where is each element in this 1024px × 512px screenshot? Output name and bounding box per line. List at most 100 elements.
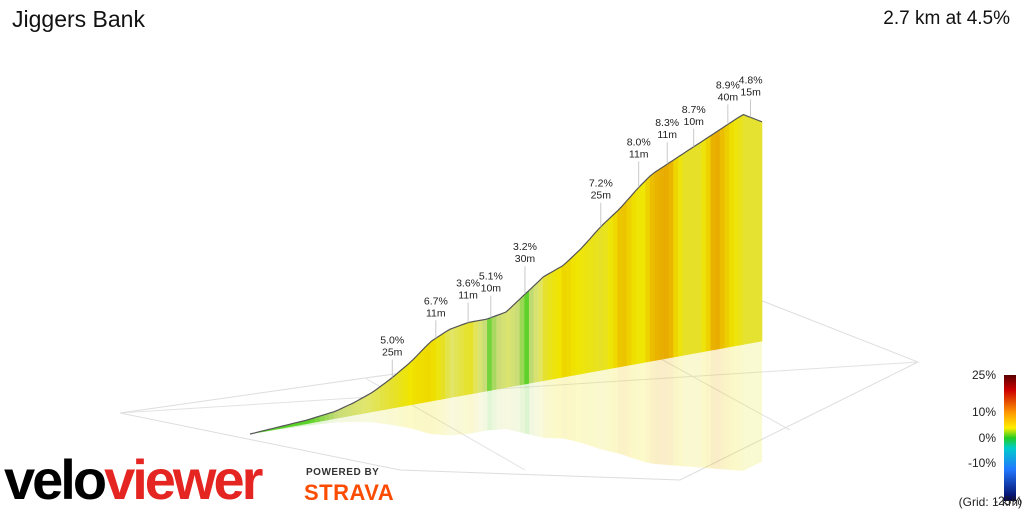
reflection-slice	[748, 342, 753, 469]
reflection-slice	[380, 409, 385, 425]
reflection-slice	[608, 368, 614, 453]
profile-slice	[533, 280, 539, 383]
reflection-slice	[734, 345, 739, 471]
reflection-slice	[654, 359, 660, 465]
reflection-slice	[640, 362, 646, 463]
profile-slice	[570, 252, 577, 377]
reflection-slice	[696, 351, 702, 468]
profile-slice	[729, 119, 735, 348]
annotation-length: 10m	[684, 116, 705, 128]
annotation-length: 11m	[657, 129, 677, 141]
reflection-slice	[436, 399, 441, 435]
reflection-slice	[343, 416, 348, 423]
legend-tick-label: 0%	[979, 431, 997, 445]
profile-slice	[417, 349, 423, 404]
profile-outline	[249, 113, 763, 435]
reflection-slice	[333, 417, 339, 423]
profile-slice	[561, 261, 567, 378]
reflection-slice	[338, 417, 344, 423]
reflection-slice	[459, 395, 465, 435]
reflection-slice	[603, 368, 609, 452]
profile-slice	[501, 311, 507, 389]
reflection-slice	[557, 377, 562, 439]
profile-slice	[738, 114, 744, 346]
profile-slice	[510, 302, 516, 388]
profile-slice	[505, 306, 511, 388]
profile-slice	[612, 209, 619, 369]
reflection-slice	[440, 398, 446, 436]
profile-slice	[584, 238, 591, 374]
reflection-slice	[738, 344, 744, 471]
profile-slice	[598, 223, 605, 371]
reflection-slice	[361, 412, 367, 423]
profile-slice	[719, 125, 726, 349]
powered-by-label: POWERED BY	[306, 467, 380, 478]
reflection-slice	[664, 357, 669, 466]
profile-slice	[412, 354, 418, 405]
profile-slice	[603, 218, 609, 371]
legend-tick-label: -25%	[994, 494, 1022, 508]
profile-slice	[622, 199, 628, 367]
reflection-slice	[366, 412, 372, 423]
reflection-slice	[757, 341, 762, 464]
grid-line	[119, 361, 919, 414]
profile-slice	[524, 289, 530, 385]
profile-slice	[449, 327, 456, 399]
reflection-slice	[594, 370, 600, 449]
reflection-slice	[599, 369, 604, 451]
reflection-slice	[650, 360, 655, 464]
reflection-slice	[533, 381, 539, 437]
profile-slice	[538, 276, 544, 382]
annotation-grade: 7.2%	[589, 178, 613, 190]
reflection-slice	[506, 386, 511, 431]
profile-slice	[575, 248, 581, 376]
reflection-slice	[291, 425, 297, 428]
reflection-slice	[575, 373, 581, 443]
profile-slice	[366, 392, 372, 414]
reflection-slice	[417, 402, 423, 432]
profile-slice	[421, 344, 428, 404]
reflection-slice	[445, 397, 451, 436]
profile-reflection	[250, 341, 762, 471]
profile-slice	[626, 194, 632, 366]
profile-slice	[673, 156, 679, 358]
reflection-slice	[673, 356, 679, 466]
profile-slice	[431, 337, 437, 402]
reflection-slice	[636, 362, 641, 461]
reflection-slice	[678, 355, 683, 467]
annotation-grade: 8.3%	[655, 117, 679, 129]
profile-slice	[454, 325, 460, 398]
profile-slice	[747, 115, 753, 344]
annotation-grade: 3.2%	[513, 241, 537, 253]
reflection-slice	[492, 389, 497, 431]
profile-slice	[724, 122, 730, 349]
reflection-slice	[496, 388, 502, 430]
reflection-slice	[566, 375, 572, 441]
reflection-slice	[631, 363, 637, 460]
reflection-slice	[422, 401, 427, 433]
annotation-grade: 5.0%	[380, 335, 404, 347]
climb-summary: 2.7 km at 4.5%	[883, 8, 1010, 29]
reflection-slice	[473, 392, 479, 433]
annotation-grade: 8.7%	[682, 104, 706, 116]
reflection-slice	[543, 379, 548, 439]
reflection-slice	[450, 396, 455, 436]
profile-slice	[677, 153, 684, 357]
reflection-slice	[645, 361, 651, 464]
veloviewer-logo: veloviewer	[4, 448, 263, 511]
profile-slice	[445, 328, 451, 399]
annotation-length: 10m	[481, 283, 502, 295]
profile-slices	[249, 114, 763, 435]
reflection-slice	[408, 404, 413, 429]
profile-slice	[552, 268, 558, 380]
profile-slice	[515, 298, 521, 387]
annotation-length: 11m	[458, 290, 478, 302]
reflection-slice	[720, 347, 725, 470]
annotation-grade: 3.6%	[456, 278, 480, 290]
profile-slice	[757, 119, 763, 343]
profile-slice	[682, 150, 688, 356]
reflection-slice	[464, 394, 469, 435]
profile-slice	[617, 205, 623, 368]
reflection-slice	[371, 411, 376, 423]
